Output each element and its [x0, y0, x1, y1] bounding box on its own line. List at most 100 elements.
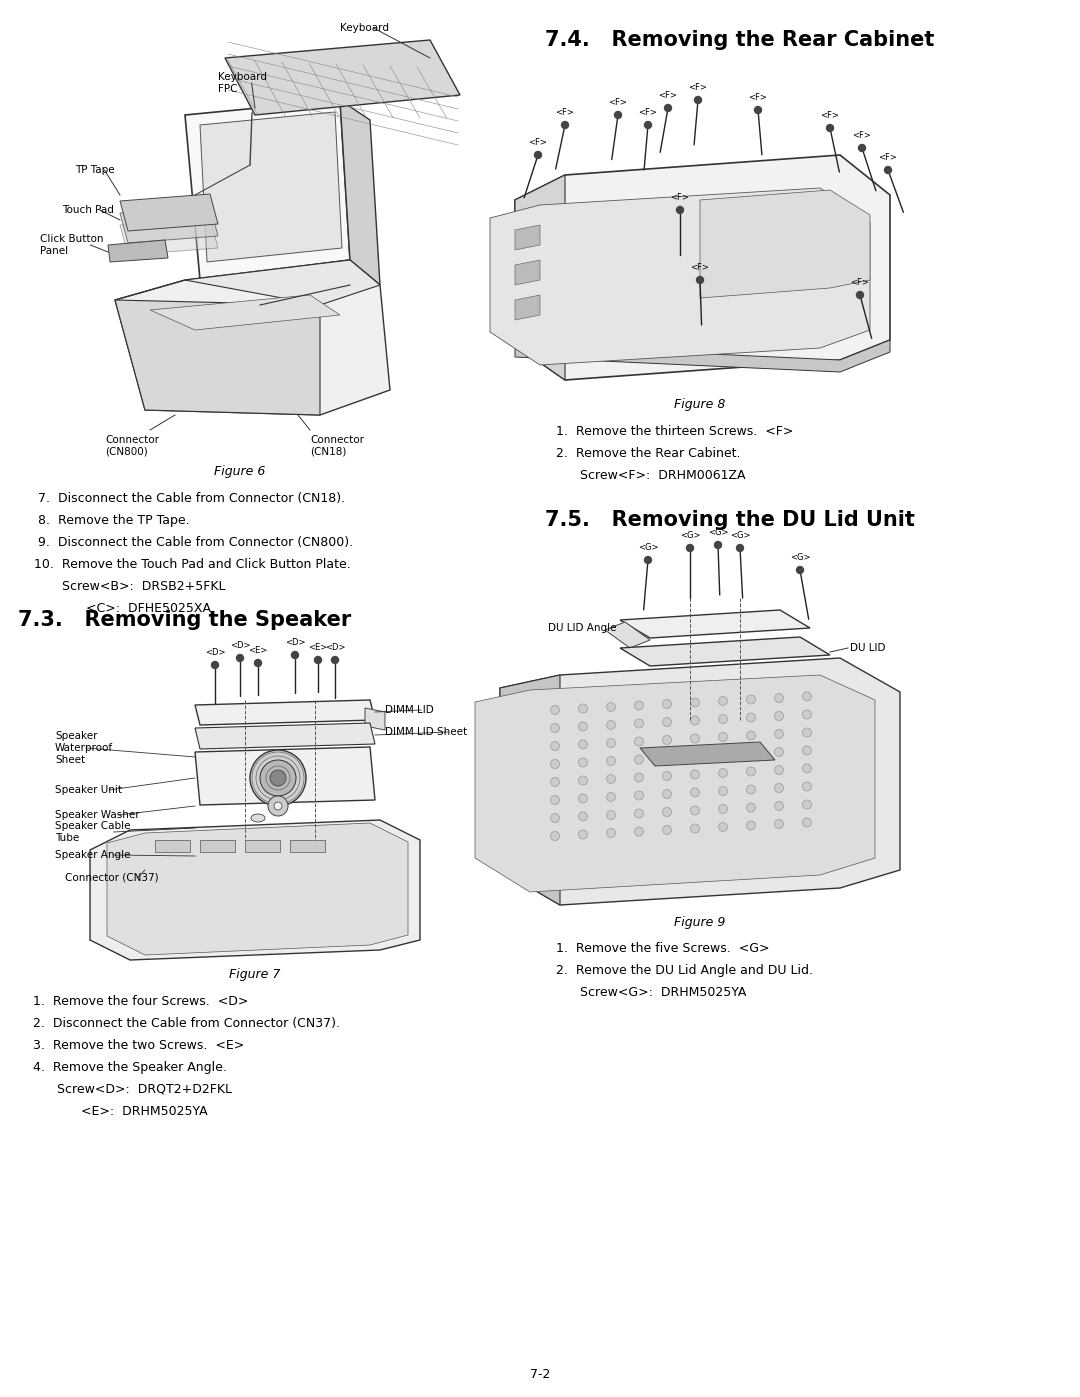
- Circle shape: [802, 728, 811, 738]
- Text: Screw<B>:  DRSB2+5FKL: Screw<B>: DRSB2+5FKL: [30, 580, 226, 592]
- Text: <F>: <F>: [659, 91, 677, 101]
- Circle shape: [746, 749, 756, 759]
- Circle shape: [746, 731, 756, 740]
- Circle shape: [551, 813, 559, 823]
- Text: 7.  Disconnect the Cable from Connector (CN18).: 7. Disconnect the Cable from Connector (…: [30, 492, 346, 504]
- Circle shape: [635, 754, 644, 764]
- Polygon shape: [515, 155, 890, 380]
- Circle shape: [746, 803, 756, 812]
- Circle shape: [607, 828, 616, 837]
- Bar: [200, 840, 235, 852]
- Circle shape: [718, 750, 728, 760]
- Circle shape: [715, 542, 721, 549]
- Circle shape: [607, 721, 616, 729]
- Polygon shape: [340, 101, 380, 285]
- Polygon shape: [107, 823, 408, 956]
- Circle shape: [774, 693, 783, 703]
- Circle shape: [662, 700, 672, 708]
- Circle shape: [755, 106, 761, 113]
- Circle shape: [579, 722, 588, 731]
- Circle shape: [237, 655, 243, 662]
- Polygon shape: [515, 225, 540, 250]
- Text: Connector
(CN18): Connector (CN18): [310, 434, 364, 457]
- Text: Speaker Washer: Speaker Washer: [55, 810, 139, 820]
- Circle shape: [551, 831, 559, 841]
- Text: Connector (CN37): Connector (CN37): [65, 873, 159, 883]
- Circle shape: [774, 784, 783, 792]
- Polygon shape: [515, 295, 540, 320]
- Circle shape: [579, 740, 588, 749]
- Text: <F>: <F>: [748, 94, 768, 102]
- Circle shape: [802, 782, 811, 791]
- Circle shape: [718, 714, 728, 724]
- Polygon shape: [114, 260, 390, 415]
- Text: DIMM LID Sheet: DIMM LID Sheet: [384, 726, 468, 738]
- Polygon shape: [185, 101, 350, 279]
- Circle shape: [635, 773, 644, 782]
- Text: 1.  Remove the thirteen Screws.  <F>: 1. Remove the thirteen Screws. <F>: [548, 425, 794, 439]
- Circle shape: [551, 724, 559, 732]
- Polygon shape: [195, 700, 375, 725]
- Text: Keyboard: Keyboard: [340, 22, 389, 34]
- Bar: [156, 840, 190, 852]
- Circle shape: [718, 768, 728, 778]
- Circle shape: [662, 735, 672, 745]
- Circle shape: [746, 821, 756, 830]
- Text: <F>: <F>: [608, 98, 627, 108]
- Circle shape: [607, 739, 616, 747]
- Circle shape: [694, 96, 702, 103]
- Text: 1.  Remove the four Screws.  <D>: 1. Remove the four Screws. <D>: [25, 995, 248, 1009]
- Polygon shape: [90, 820, 420, 960]
- Polygon shape: [120, 218, 218, 256]
- Circle shape: [737, 545, 743, 552]
- Polygon shape: [120, 205, 218, 243]
- Polygon shape: [365, 708, 384, 731]
- Circle shape: [885, 166, 891, 173]
- Text: Keyboard
FPC: Keyboard FPC: [218, 73, 267, 94]
- Polygon shape: [195, 747, 375, 805]
- Circle shape: [607, 757, 616, 766]
- Text: Figure 9: Figure 9: [674, 916, 726, 929]
- Text: <E>: <E>: [248, 645, 268, 655]
- Circle shape: [662, 771, 672, 781]
- Circle shape: [856, 292, 864, 299]
- Circle shape: [662, 807, 672, 816]
- Text: <F>: <F>: [852, 131, 872, 140]
- Circle shape: [664, 105, 672, 112]
- Circle shape: [607, 792, 616, 802]
- Circle shape: [579, 704, 588, 712]
- Circle shape: [802, 800, 811, 809]
- Circle shape: [690, 806, 700, 814]
- Circle shape: [579, 759, 588, 767]
- Polygon shape: [700, 190, 870, 298]
- Circle shape: [826, 124, 834, 131]
- Circle shape: [645, 122, 651, 129]
- Text: Click Button
Panel: Click Button Panel: [40, 235, 104, 256]
- Circle shape: [774, 766, 783, 774]
- Circle shape: [690, 770, 700, 780]
- Polygon shape: [515, 260, 540, 285]
- Circle shape: [690, 733, 700, 743]
- Circle shape: [802, 746, 811, 754]
- Text: 4.  Remove the Speaker Angle.: 4. Remove the Speaker Angle.: [25, 1060, 227, 1074]
- Circle shape: [774, 711, 783, 721]
- Circle shape: [635, 701, 644, 710]
- Text: Screw<D>:  DRQT2+D2FKL: Screw<D>: DRQT2+D2FKL: [25, 1083, 232, 1097]
- Polygon shape: [225, 41, 460, 115]
- Text: 10.  Remove the Touch Pad and Click Button Plate.: 10. Remove the Touch Pad and Click Butto…: [30, 557, 351, 571]
- Circle shape: [746, 785, 756, 793]
- Polygon shape: [108, 240, 168, 263]
- Circle shape: [270, 770, 286, 787]
- Circle shape: [690, 824, 700, 833]
- Polygon shape: [515, 175, 565, 380]
- Text: <C>:  DFHE5025XA: <C>: DFHE5025XA: [30, 602, 211, 615]
- Circle shape: [774, 729, 783, 739]
- Text: 7.4.   Removing the Rear Cabinet: 7.4. Removing the Rear Cabinet: [545, 29, 934, 50]
- Polygon shape: [200, 112, 342, 263]
- Circle shape: [645, 556, 651, 563]
- Circle shape: [635, 809, 644, 819]
- Circle shape: [579, 830, 588, 840]
- Text: Screw<G>:  DRHM5025YA: Screw<G>: DRHM5025YA: [548, 986, 746, 999]
- Circle shape: [774, 820, 783, 828]
- Polygon shape: [475, 675, 875, 893]
